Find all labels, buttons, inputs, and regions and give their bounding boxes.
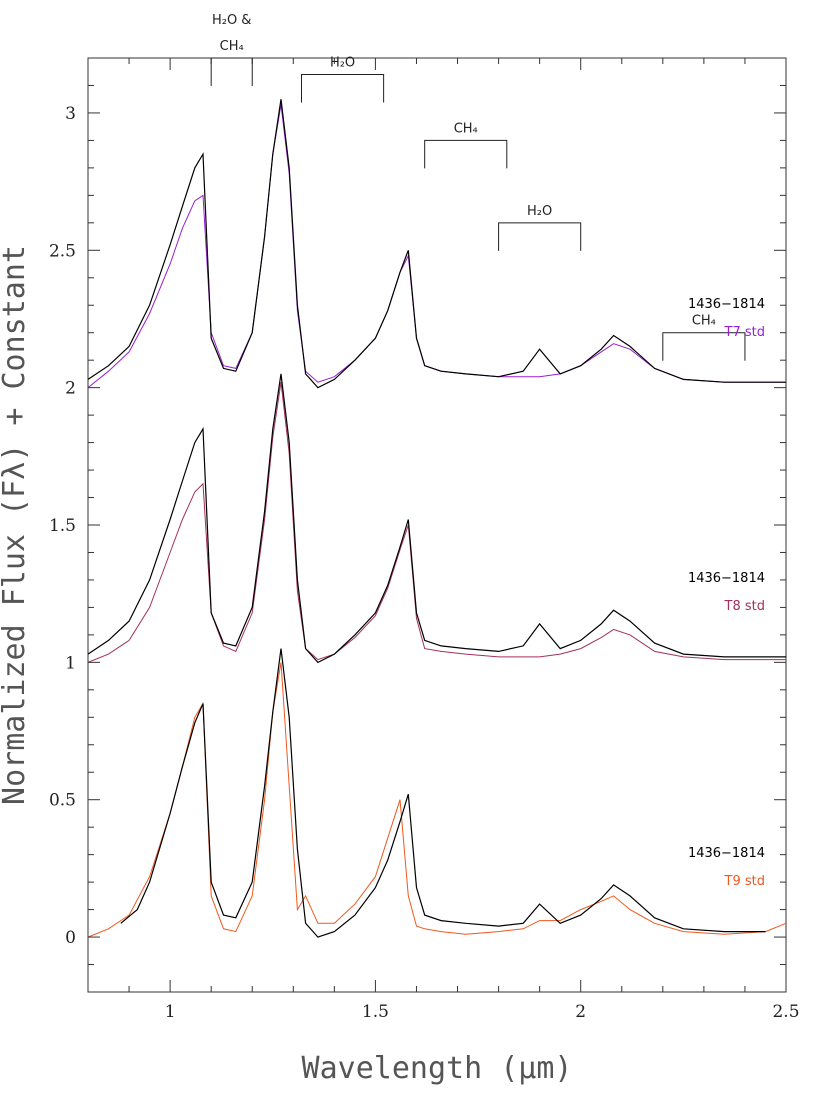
standard-spectrum-line-1 — [87, 382, 786, 663]
x-tick-label: 2 — [575, 1002, 586, 1022]
standard-spectrum-line-0 — [87, 104, 786, 388]
absorption-band-markers: H₂O & CH₄ H₂O CH₄ H₂O CH₄ — [210, 13, 746, 361]
x-tick-label: 1.5 — [362, 1002, 389, 1022]
x-tick-label: 2.5 — [772, 1002, 799, 1022]
y-tick-label: 0.5 — [49, 791, 76, 811]
band-bracket — [662, 332, 746, 361]
y-tick-label: 1 — [65, 653, 76, 673]
band-bracket — [301, 73, 385, 103]
band-label: H₂O — [330, 55, 355, 70]
legend-standard-label: T9 std — [724, 874, 765, 889]
plot-frame — [87, 57, 787, 993]
y-tick-label: 1.5 — [49, 516, 76, 536]
band-label: CH₄ — [454, 121, 478, 136]
x-axis-title: Wavelength (μm) — [302, 1051, 573, 1086]
band-bracket — [424, 139, 508, 169]
band-label: CH₄ — [220, 39, 244, 54]
x-tick-label: 1 — [165, 1002, 176, 1022]
y-axis-title: Normalized Flux (Fλ) + Constant — [0, 245, 32, 805]
object-spectrum-line-1 — [87, 373, 786, 664]
y-tick-label: 3 — [65, 104, 76, 124]
band-bracket — [210, 57, 253, 86]
band-bracket — [498, 222, 582, 251]
legend-standard-label: T8 std — [724, 599, 765, 614]
spectra-series — [87, 99, 787, 938]
object-spectrum-line-0 — [87, 99, 786, 389]
y-tick-label: 2.5 — [49, 241, 76, 261]
legend-object-label: 1436−1814 — [688, 571, 765, 586]
band-label: CH₄ — [692, 314, 716, 329]
legend-standard-label: T7 std — [724, 325, 765, 340]
band-label: H₂O & — [212, 13, 252, 28]
y-tick-label: 2 — [65, 379, 76, 399]
axis-ticks: 1 1.5 2 2.5 0 0.5 1 1.5 2 2.5 3 — [49, 57, 800, 1022]
band-label: H₂O — [527, 204, 552, 219]
panel-legends: 1436−1814 T7 std 1436−1814 T8 std 1436−1814 T… — [688, 297, 765, 889]
y-tick-label: 0 — [65, 928, 76, 948]
legend-object-label: 1436−1814 — [688, 846, 765, 861]
object-spectrum-line-2 — [120, 648, 766, 938]
standard-spectrum-line-2 — [87, 662, 787, 938]
legend-object-label: 1436−1814 — [688, 297, 765, 312]
